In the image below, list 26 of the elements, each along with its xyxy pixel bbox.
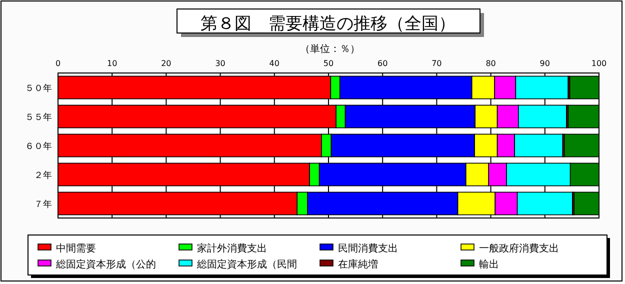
- legend-label: 総固定資本形成（公的: [55, 258, 156, 270]
- x-tick-label: 60: [378, 59, 388, 68]
- x-tick-label: 70: [432, 59, 442, 68]
- y-tick-label: ５５年: [25, 112, 52, 123]
- legend-label: 一般政府消費支出: [479, 242, 559, 254]
- x-tick-label: 0: [55, 59, 61, 68]
- x-tick-label: 10: [107, 59, 118, 68]
- legend-label: 輸出: [479, 258, 499, 270]
- chart-subtitle: （単位：％）: [300, 43, 360, 55]
- y-tick-label: ７年: [34, 199, 52, 210]
- y-tick-label: ５０年: [25, 83, 52, 94]
- x-tick-label: 30: [215, 59, 226, 68]
- x-tick-label: 50: [323, 59, 334, 68]
- chart-title: 第８図 需要構造の推移（全国）: [200, 14, 456, 34]
- y-tick-label: ２年: [34, 170, 52, 181]
- legend-label: 中間需要: [56, 242, 96, 254]
- legend-label: 総固定資本形成（民間: [196, 258, 297, 270]
- y-tick-label: ６０年: [25, 141, 52, 152]
- x-tick-label: 80: [486, 59, 496, 68]
- x-tick-label: 90: [540, 59, 550, 68]
- legend-label: 在庫純増: [338, 258, 378, 270]
- x-tick-label: 100: [591, 59, 607, 68]
- x-tick-label: 20: [161, 59, 172, 68]
- legend-label: 民間消費支出: [338, 242, 398, 254]
- legend-label: 家計外消費支出: [197, 242, 267, 254]
- x-tick-label: 40: [269, 59, 280, 68]
